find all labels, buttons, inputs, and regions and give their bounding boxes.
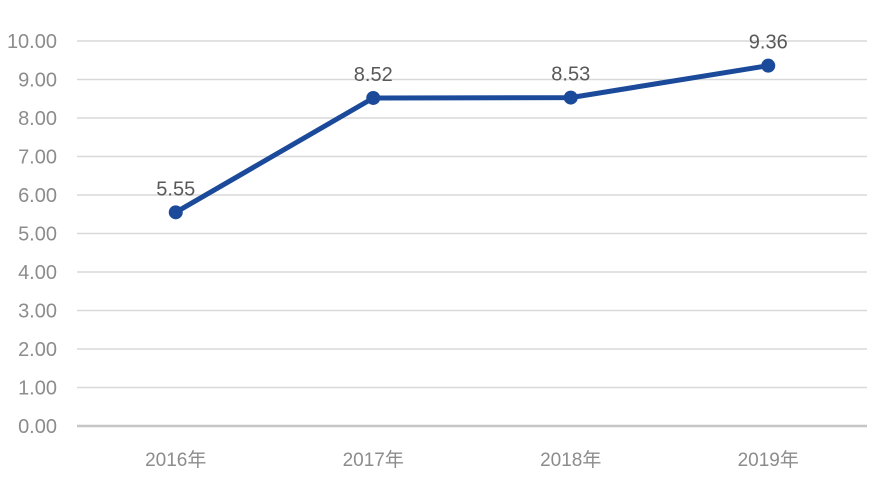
y-tick-label: 9.00 — [18, 70, 57, 92]
data-point-marker — [761, 58, 776, 73]
y-tick-label: 3.00 — [18, 301, 57, 323]
data-label: 9.36 — [749, 32, 788, 54]
data-label: 8.52 — [354, 64, 393, 86]
series-line — [173, 63, 771, 215]
x-tick-label: 2018年 — [540, 449, 601, 471]
y-tick-label: 2.00 — [18, 339, 57, 361]
y-tick-label: 10.00 — [7, 31, 57, 53]
data-point-marker — [168, 205, 183, 220]
data-point-marker — [366, 90, 381, 105]
x-tick-label: 2016年 — [145, 449, 206, 471]
x-tick-label: 2019年 — [738, 449, 799, 471]
y-tick-label: 5.00 — [18, 224, 57, 246]
y-tick-label: 1.00 — [18, 378, 57, 400]
y-tick-label: 0.00 — [18, 416, 57, 438]
y-tick-label: 4.00 — [18, 262, 57, 284]
x-tick-label: 2017年 — [343, 449, 404, 471]
data-label: 5.55 — [156, 178, 195, 200]
y-tick-label: 8.00 — [18, 108, 57, 130]
data-label: 8.53 — [551, 64, 590, 86]
data-point-marker — [563, 90, 578, 105]
y-tick-label: 7.00 — [18, 147, 57, 169]
y-tick-label: 6.00 — [18, 185, 57, 207]
